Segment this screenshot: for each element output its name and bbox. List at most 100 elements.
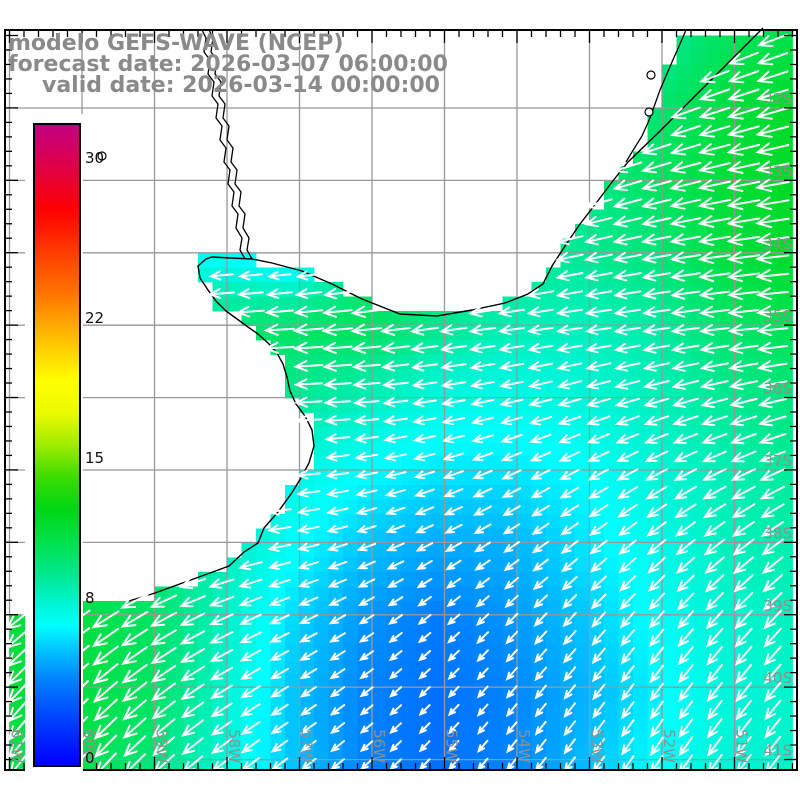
wind-arrow [756, 323, 789, 337]
wind-arrow [296, 487, 321, 498]
wind-arrow [706, 718, 723, 739]
wind-arrow [503, 559, 520, 572]
wind-arrow [526, 306, 554, 318]
wind-arrow [446, 595, 461, 608]
wind-arrow [354, 451, 379, 462]
wind-arrow [445, 559, 462, 571]
wind-arrow [122, 699, 147, 721]
wind-arrow [412, 415, 437, 426]
wind-arrow [359, 686, 374, 698]
wind-arrow [295, 270, 321, 281]
wind-arrow [697, 197, 731, 210]
wind-arrow [208, 578, 235, 589]
wind-arrow [730, 450, 757, 463]
wind-arrow [614, 379, 641, 390]
colorbar-tick-label: 15 [85, 449, 105, 467]
wind-arrow [617, 521, 638, 537]
wind-arrow [528, 397, 553, 408]
wind-arrow [325, 506, 349, 516]
wind-arrow [562, 630, 577, 646]
wind-arrow [179, 648, 205, 664]
wind-arrow [322, 288, 352, 300]
wind-arrow [726, 106, 760, 120]
wind-arrow [612, 179, 643, 192]
wind-arrow [613, 342, 641, 354]
wind-arrow [386, 578, 404, 588]
wind-arrow [267, 560, 291, 570]
wind-arrow [357, 578, 376, 588]
wind-arrow [181, 737, 204, 756]
wind-arrow [697, 142, 731, 156]
wind-arrow [729, 432, 757, 445]
wind-arrow [673, 468, 698, 481]
wind-arrow [614, 415, 640, 426]
wind-arrow [352, 396, 380, 408]
wind-arrow [476, 649, 489, 663]
wind-arrow [563, 666, 577, 682]
wind-arrow [755, 124, 790, 138]
wind-arrow [504, 594, 519, 609]
wind-arrow [504, 576, 520, 590]
wind-arrow [731, 503, 756, 519]
wind-arrow [697, 178, 731, 192]
wind-arrow [616, 468, 639, 481]
wind-arrow [92, 645, 119, 666]
wind-arrow [531, 540, 550, 554]
wind-arrow [641, 161, 672, 174]
wind-arrow [236, 288, 264, 299]
wind-arrow [410, 360, 438, 372]
wind-arrow [643, 397, 670, 408]
wind-arrow [649, 736, 664, 757]
wind-arrow [417, 595, 432, 607]
wind-arrow [475, 595, 490, 608]
wind-arrow [294, 396, 323, 408]
wind-arrow [754, 196, 790, 211]
lon-label: 52W [660, 729, 678, 763]
lat-label: 33S [763, 162, 792, 180]
wind-arrow [443, 488, 464, 498]
wind-arrow [356, 560, 376, 570]
wind-arrow [504, 612, 519, 627]
wind-arrow [618, 539, 637, 555]
wind-arrow [764, 699, 782, 721]
wind-arrow [530, 486, 551, 499]
wind-arrow [755, 287, 789, 301]
wind-arrow [389, 758, 402, 770]
wind-arrow [532, 576, 549, 591]
wind-arrow [726, 269, 760, 283]
wind-arrow [563, 720, 576, 737]
wind-arrow [760, 503, 785, 519]
wind-arrow [698, 70, 730, 84]
wind-arrow [534, 738, 547, 754]
wind-arrow [755, 250, 790, 265]
wind-arrow [355, 488, 378, 498]
wind-arrow [647, 574, 666, 593]
wind-arrow [583, 215, 613, 228]
wind-arrow [298, 614, 318, 625]
wind-arrow [300, 721, 317, 735]
wind-arrow [649, 646, 665, 666]
wind-arrow [356, 525, 377, 534]
wind-arrow [755, 88, 789, 102]
wind-arrow [676, 592, 695, 611]
wind-arrow [92, 680, 119, 703]
wind-arrow [669, 161, 702, 174]
wind-arrow [669, 125, 701, 138]
lat-label: 40S [763, 669, 792, 687]
wind-arrow [671, 360, 700, 372]
wind-arrow [499, 397, 524, 408]
wind-arrow [359, 740, 374, 753]
wind-arrow [447, 649, 460, 662]
wind-arrow [533, 594, 548, 609]
wind-arrow [417, 613, 432, 626]
wind-arrow [476, 685, 489, 699]
wind-arrow [239, 667, 262, 680]
wind-arrow [533, 612, 548, 627]
wind-arrow [618, 557, 637, 574]
coastline [97, 27, 764, 602]
wind-arrow [754, 160, 790, 174]
wind-arrow [555, 270, 584, 282]
wind-arrow [675, 538, 696, 556]
wind-arrow [241, 756, 261, 770]
wind-arrow [237, 560, 263, 571]
